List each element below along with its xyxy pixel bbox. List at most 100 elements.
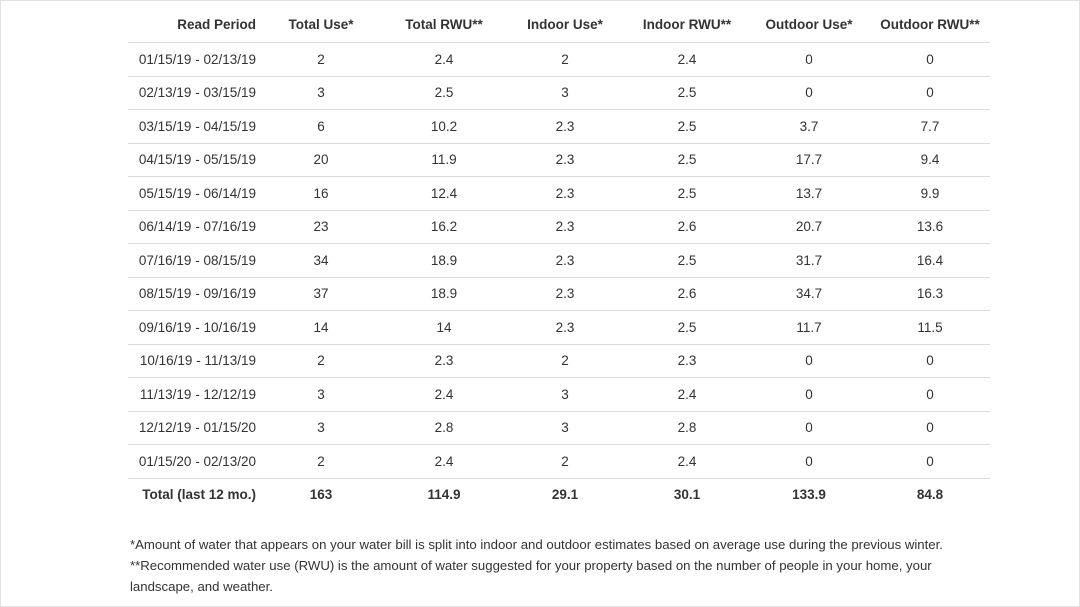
cell-total-use: 3 — [317, 386, 325, 402]
cell-indoor-use: 2.3 — [555, 152, 575, 168]
cell-total-use: 34 — [313, 252, 329, 268]
table-body: 01/15/19 - 02/13/19 2 2.4 2 2.4 0 0 02/13/19 - … — [128, 42, 990, 478]
cell-outdoor-rwu: 13.6 — [916, 219, 944, 235]
cell-read-period: 05/15/19 - 06/14/19 — [138, 185, 256, 201]
cell-indoor-use: 3 — [561, 85, 569, 101]
total-outdoor-use: 133.9 — [792, 487, 826, 503]
cell-indoor-rwu: 2.5 — [677, 118, 697, 134]
cell-outdoor-use: 0 — [805, 85, 813, 101]
cell-total-use: 3 — [317, 420, 325, 436]
cell-indoor-use: 2.3 — [555, 319, 575, 335]
cell-indoor-rwu: 2.5 — [677, 152, 697, 168]
table-row: 10/16/19 - 11/13/19 2 2.3 2 2.3 0 0 — [128, 343, 990, 378]
header-read-period: Read Period — [177, 17, 256, 32]
total-indoor-use: 29.1 — [551, 487, 579, 503]
cell-read-period: 10/16/19 - 11/13/19 — [139, 353, 256, 369]
cell-indoor-rwu: 2.5 — [677, 319, 697, 335]
cell-outdoor-rwu: 0 — [926, 420, 934, 436]
cell-total-use: 3 — [317, 85, 325, 101]
footnote-indoor-outdoor-split: *Amount of water that appears on your wa… — [130, 537, 943, 552]
cell-indoor-use: 2 — [561, 453, 569, 469]
cell-outdoor-rwu: 0 — [926, 353, 934, 369]
cell-outdoor-rwu: 16.3 — [916, 286, 944, 302]
header-outdoor-rwu: Outdoor RWU** — [880, 17, 980, 32]
cell-indoor-use: 2.3 — [555, 219, 575, 235]
cell-total-rwu: 18.9 — [430, 252, 458, 268]
total-indoor-rwu: 30.1 — [673, 487, 701, 503]
cell-total-use: 20 — [313, 152, 329, 168]
cell-read-period: 01/15/20 - 02/13/20 — [138, 453, 256, 469]
cell-read-period: 01/15/19 - 02/13/19 — [138, 51, 256, 67]
cell-total-use: 16 — [313, 185, 329, 201]
cell-outdoor-use: 20.7 — [795, 219, 823, 235]
cell-indoor-use: 2.3 — [555, 252, 575, 268]
table-row: 11/13/19 - 12/12/19 3 2.4 3 2.4 0 0 — [128, 377, 990, 411]
cell-total-use: 23 — [313, 219, 329, 235]
cell-outdoor-rwu: 0 — [926, 51, 934, 67]
cell-read-period: 03/15/19 - 04/15/19 — [138, 118, 256, 134]
cell-outdoor-rwu: 16.4 — [916, 252, 944, 268]
table-row: 04/15/19 - 05/15/19 20 11.9 2.3 2.5 17.7 9.4 — [128, 142, 990, 177]
cell-outdoor-use: 11.7 — [796, 319, 822, 335]
cell-outdoor-use: 34.7 — [795, 286, 823, 302]
header-indoor-rwu: Indoor RWU** — [642, 17, 732, 32]
cell-outdoor-use: 0 — [805, 353, 813, 369]
cell-total-rwu: 2.4 — [434, 453, 454, 469]
cell-total-rwu: 12.4 — [430, 185, 458, 201]
cell-indoor-use: 2.3 — [555, 185, 575, 201]
table-row: 05/15/19 - 06/14/19 16 12.4 2.3 2.5 13.7 9.9 — [128, 176, 990, 210]
cell-outdoor-use: 31.7 — [795, 252, 823, 268]
cell-indoor-rwu: 2.4 — [677, 453, 697, 469]
cell-total-use: 2 — [317, 453, 325, 469]
table-row: 01/15/19 - 02/13/19 2 2.4 2 2.4 0 0 — [128, 42, 990, 76]
cell-outdoor-rwu: 7.7 — [920, 118, 940, 134]
cell-total-use: 14 — [313, 319, 329, 335]
cell-outdoor-use: 17.7 — [795, 152, 823, 168]
table-row: 02/13/19 - 03/15/19 3 2.5 3 2.5 0 0 — [128, 75, 990, 110]
table-row: 03/15/19 - 04/15/19 6 10.2 2.3 2.5 3.7 7.7 — [128, 109, 990, 143]
cell-total-rwu: 2.3 — [434, 353, 454, 369]
cell-total-rwu: 2.4 — [434, 386, 454, 402]
cell-indoor-use: 2.3 — [555, 286, 575, 302]
cell-indoor-use: 3 — [561, 420, 569, 436]
cell-read-period: 12/12/19 - 01/15/20 — [138, 420, 256, 436]
header-indoor-use: Indoor Use* — [527, 17, 603, 32]
cell-indoor-rwu: 2.8 — [677, 420, 697, 436]
water-use-table: Read Period Total Use* Total RWU** Indoo… — [128, 7, 990, 511]
cell-indoor-rwu: 2.5 — [677, 85, 697, 101]
cell-indoor-rwu: 2.5 — [677, 185, 697, 201]
header-outdoor-use: Outdoor Use* — [765, 17, 853, 32]
cell-total-use: 2 — [317, 353, 325, 369]
cell-total-use: 2 — [317, 51, 325, 67]
cell-outdoor-rwu: 9.9 — [920, 185, 940, 201]
total-read-period: Total (last 12 mo.) — [142, 487, 256, 503]
table-row: 07/16/19 - 08/15/19 34 18.9 2.3 2.5 31.7 16.4 — [128, 243, 990, 277]
cell-total-use: 37 — [313, 286, 329, 302]
cell-outdoor-rwu: 9.4 — [920, 152, 940, 168]
cell-outdoor-use: 0 — [805, 386, 813, 402]
total-total-rwu: 114.9 — [427, 487, 461, 503]
cell-total-rwu: 2.4 — [434, 51, 454, 67]
table-row: 09/16/19 - 10/16/19 14 14 2.3 2.5 11.7 11.5 — [128, 310, 990, 344]
cell-indoor-use: 3 — [561, 386, 569, 402]
cell-read-period: 08/15/19 - 09/16/19 — [138, 286, 256, 302]
table-header-row: Read Period Total Use* Total RWU** Indoo… — [128, 7, 990, 42]
cell-total-rwu: 16.2 — [430, 219, 458, 235]
cell-indoor-use: 2.3 — [555, 118, 575, 134]
cell-total-rwu: 11.9 — [431, 152, 457, 168]
total-outdoor-rwu: 84.8 — [916, 487, 944, 503]
table-row: 12/12/19 - 01/15/20 3 2.8 3 2.8 0 0 — [128, 410, 990, 445]
header-total-use: Total Use* — [288, 17, 354, 32]
table-row: 08/15/19 - 09/16/19 37 18.9 2.3 2.6 34.7 16.3 — [128, 276, 990, 311]
cell-read-period: 09/16/19 - 10/16/19 — [138, 319, 256, 335]
cell-outdoor-use: 0 — [805, 453, 813, 469]
cell-read-period: 06/14/19 - 07/16/19 — [138, 219, 256, 235]
cell-read-period: 04/15/19 - 05/15/19 — [138, 152, 256, 168]
cell-indoor-rwu: 2.4 — [677, 386, 697, 402]
cell-outdoor-use: 3.7 — [799, 118, 819, 134]
cell-indoor-use: 2 — [561, 353, 569, 369]
cell-indoor-rwu: 2.4 — [677, 51, 697, 67]
cell-indoor-use: 2 — [561, 51, 569, 67]
cell-outdoor-rwu: 0 — [926, 386, 934, 402]
